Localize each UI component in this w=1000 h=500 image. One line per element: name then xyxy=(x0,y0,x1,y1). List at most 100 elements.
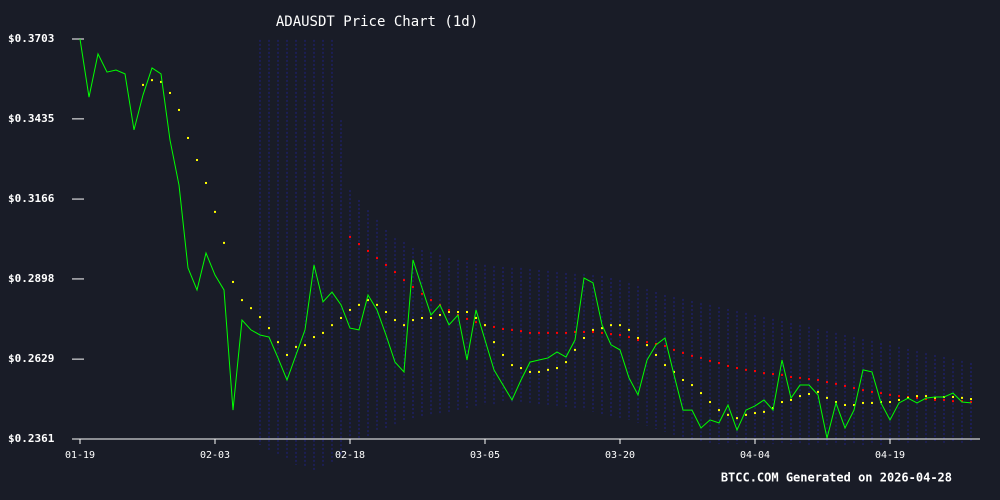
average-dot xyxy=(358,303,360,306)
x-tick-label: 04-19 xyxy=(875,450,905,461)
y-tick-label: $0.3703 xyxy=(8,32,54,45)
average-dot xyxy=(637,336,639,339)
average-dot xyxy=(646,344,648,347)
average-dot xyxy=(898,398,900,401)
average-dot xyxy=(250,307,252,310)
average-dot xyxy=(574,330,576,333)
average-dot xyxy=(772,373,774,376)
average-dot xyxy=(574,348,576,351)
average-dot xyxy=(970,401,972,404)
average-dot xyxy=(664,364,666,367)
average-dot xyxy=(187,136,189,139)
average-dot xyxy=(232,280,234,283)
average-dot xyxy=(304,344,306,347)
average-dot xyxy=(664,345,666,348)
y-tick-label: $0.3166 xyxy=(8,192,55,205)
average-dot xyxy=(781,373,783,376)
average-dot xyxy=(367,249,369,252)
average-dot xyxy=(538,370,540,373)
average-dot xyxy=(367,299,369,302)
average-dot xyxy=(592,330,594,333)
average-dot xyxy=(943,398,945,401)
average-dot xyxy=(511,364,513,367)
average-dot xyxy=(808,392,810,395)
average-dot xyxy=(727,413,729,416)
average-dot xyxy=(556,331,558,334)
average-dot xyxy=(160,80,162,83)
y-tick-label: $0.3435 xyxy=(8,112,54,125)
average-dot xyxy=(682,378,684,381)
average-dot xyxy=(412,319,414,322)
average-dot xyxy=(376,257,378,260)
average-dot xyxy=(223,241,225,244)
x-tick-label: 03-20 xyxy=(605,450,635,461)
average-dot xyxy=(592,328,594,331)
average-dot xyxy=(511,328,513,331)
average-dot xyxy=(700,356,702,359)
price-line xyxy=(79,38,972,439)
average-dot xyxy=(277,341,279,344)
average-dot xyxy=(628,328,630,331)
average-dot xyxy=(583,330,585,333)
average-dot xyxy=(952,400,954,403)
average-dot xyxy=(196,159,198,162)
average-dot xyxy=(565,361,567,364)
average-dot xyxy=(844,404,846,407)
average-dot xyxy=(610,324,612,327)
average-dot xyxy=(349,235,351,238)
average-dot xyxy=(925,398,927,401)
average-dot xyxy=(862,389,864,392)
average-dot xyxy=(655,342,657,345)
average-dot xyxy=(952,395,954,398)
average-dot xyxy=(466,311,468,314)
average-dot xyxy=(178,108,180,111)
average-dot xyxy=(736,417,738,420)
average-dot xyxy=(349,308,351,311)
average-dot xyxy=(709,359,711,362)
average-dot xyxy=(385,311,387,314)
average-dot xyxy=(691,354,693,357)
average-dot xyxy=(484,324,486,327)
average-dot xyxy=(790,376,792,379)
average-dot xyxy=(403,324,405,327)
average-dot xyxy=(502,328,504,331)
average-dot xyxy=(205,181,207,184)
y-tick-label: $0.2361 xyxy=(8,432,55,445)
average-dot xyxy=(673,348,675,351)
average-dot xyxy=(889,401,891,404)
average-dot xyxy=(673,370,675,373)
average-dot xyxy=(520,330,522,333)
x-tick-label: 03-05 xyxy=(470,450,500,461)
average-dot xyxy=(313,336,315,339)
average-dot xyxy=(727,364,729,367)
average-dot xyxy=(439,314,441,317)
average-dot xyxy=(898,395,900,398)
average-dot xyxy=(295,345,297,348)
average-dot xyxy=(961,396,963,399)
average-dot xyxy=(412,285,414,288)
average-dot xyxy=(286,353,288,356)
x-tick-label: 04-04 xyxy=(740,450,770,461)
average-dot xyxy=(754,370,756,373)
average-dot xyxy=(610,333,612,336)
average-dot xyxy=(214,210,216,213)
average-dot xyxy=(835,382,837,385)
average-dot xyxy=(745,368,747,371)
average-dot xyxy=(601,327,603,330)
average-dot xyxy=(853,387,855,390)
x-tick-label: 01-19 xyxy=(65,450,95,461)
average-dot xyxy=(538,331,540,334)
average-dot xyxy=(493,325,495,328)
average-dot xyxy=(889,393,891,396)
average-dot xyxy=(853,404,855,407)
x-tick-label: 02-03 xyxy=(200,450,230,461)
chart-title: ADAUSDT Price Chart (1d) xyxy=(276,14,478,30)
average-dot xyxy=(718,409,720,412)
average-dot xyxy=(745,413,747,416)
average-dot xyxy=(817,390,819,393)
average-dot xyxy=(646,341,648,344)
average-dot xyxy=(799,395,801,398)
average-dot xyxy=(169,91,171,94)
average-dot xyxy=(493,341,495,344)
average-dot xyxy=(970,398,972,401)
